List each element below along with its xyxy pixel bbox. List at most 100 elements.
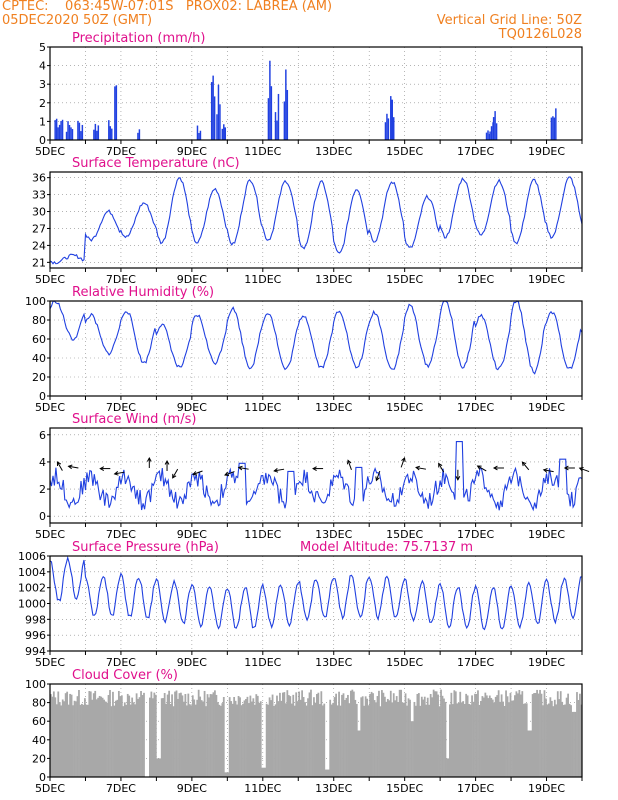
cloud-bar bbox=[386, 698, 389, 777]
cloud-bar bbox=[463, 703, 466, 777]
cloud-bar bbox=[113, 705, 116, 777]
wind-arrow-head bbox=[172, 473, 177, 479]
cloud-bar bbox=[478, 704, 481, 777]
precip-bar bbox=[223, 124, 225, 140]
x-tick-label: 19DEC bbox=[528, 656, 565, 669]
cloud-bar bbox=[225, 772, 228, 777]
cloud-bar bbox=[459, 691, 462, 777]
cloud-bar bbox=[358, 730, 361, 777]
cloud-bar bbox=[191, 695, 194, 777]
cloud-bar bbox=[354, 699, 357, 777]
cloud-bar bbox=[242, 703, 244, 777]
x-tick-label: 9DEC bbox=[177, 273, 207, 286]
cloud-bar bbox=[79, 704, 82, 777]
cloud-bar bbox=[57, 691, 60, 777]
y-tick-label: 4 bbox=[39, 60, 46, 73]
cloud-bar bbox=[216, 702, 219, 777]
cloud-bar bbox=[308, 692, 311, 777]
cloud-bar bbox=[125, 704, 128, 777]
cloud-bar bbox=[292, 694, 295, 777]
precip-bar bbox=[221, 128, 224, 140]
cloud-bar bbox=[181, 695, 184, 777]
cloud-bar bbox=[50, 694, 52, 777]
cloud-bar bbox=[512, 700, 515, 777]
cloud-bar bbox=[474, 693, 476, 777]
cloud-bar bbox=[431, 697, 434, 777]
precip-bar bbox=[274, 112, 277, 140]
cloud-bar bbox=[78, 689, 80, 777]
cloud-bar bbox=[248, 703, 250, 777]
cloud-bar bbox=[86, 704, 89, 777]
cloud-bar bbox=[528, 730, 531, 777]
cloud-bar bbox=[534, 692, 537, 777]
cloud-bar bbox=[540, 693, 543, 777]
precip-bar bbox=[97, 125, 100, 140]
panel-frame bbox=[49, 300, 583, 397]
cloud-bar bbox=[522, 703, 525, 777]
y-tick-label: 40 bbox=[32, 734, 46, 747]
x-tick-label: 9DEC bbox=[177, 145, 207, 158]
precip-bar bbox=[78, 122, 81, 140]
y-tick-label: 33 bbox=[32, 189, 46, 202]
cloud-bar bbox=[237, 695, 240, 777]
precip-bar bbox=[552, 116, 554, 140]
cloud-bar bbox=[516, 693, 519, 777]
cloud-bar bbox=[85, 704, 88, 777]
cloud-bar bbox=[115, 700, 117, 777]
x-tick-label: 9DEC bbox=[177, 401, 207, 414]
wind-arrow-head bbox=[542, 468, 548, 473]
cloud-bar bbox=[98, 695, 101, 777]
wind-arrow-head bbox=[438, 462, 443, 468]
cloud-bar bbox=[349, 690, 352, 777]
cloud-bar bbox=[324, 769, 327, 777]
x-tick-label: 15DEC bbox=[386, 782, 423, 795]
cloud-bar bbox=[379, 706, 382, 777]
precip-bar bbox=[199, 130, 202, 140]
precip-bar bbox=[390, 96, 392, 140]
cloud-bar bbox=[293, 705, 296, 777]
cloud-bar bbox=[286, 690, 289, 777]
y-tick-label: 994 bbox=[25, 645, 46, 658]
cloud-bar bbox=[553, 699, 556, 777]
cloud-bar bbox=[539, 689, 541, 777]
cloud-bar bbox=[511, 700, 513, 777]
cloud-bar bbox=[400, 689, 403, 777]
wind-arrow-head bbox=[164, 459, 170, 465]
cloud-bar bbox=[267, 704, 270, 777]
wind-arrow-head bbox=[455, 476, 461, 481]
wind-arrow-head bbox=[146, 456, 152, 462]
cloud-bar bbox=[579, 693, 581, 777]
precip-bar bbox=[137, 132, 139, 140]
cloud-bar bbox=[494, 696, 497, 777]
precip-bar bbox=[213, 96, 216, 140]
cloud-bar bbox=[97, 697, 100, 777]
cloud-bar bbox=[112, 691, 114, 777]
cloud-bar bbox=[364, 696, 367, 777]
cloud-bar bbox=[252, 698, 255, 777]
cloud-bar bbox=[373, 700, 376, 777]
cloud-bar bbox=[274, 704, 277, 777]
x-tick-label: 5DEC bbox=[35, 656, 65, 669]
cloud-bar bbox=[357, 730, 360, 777]
cloud-bar bbox=[307, 698, 309, 777]
precip-bar bbox=[58, 124, 61, 140]
cloud-bar bbox=[407, 698, 410, 777]
cloud-bar bbox=[514, 695, 516, 777]
cloud-bar bbox=[419, 705, 422, 777]
cloud-bar bbox=[438, 706, 441, 777]
cloud-bar bbox=[95, 699, 98, 777]
cloud-bar bbox=[341, 694, 343, 777]
cloud-bar bbox=[150, 691, 153, 777]
cloud-bar bbox=[435, 691, 438, 777]
cloud-bar bbox=[550, 700, 553, 777]
wind-arrow-head bbox=[521, 461, 527, 467]
cloud-bar bbox=[381, 690, 383, 777]
cloud-bar bbox=[537, 693, 540, 777]
cloud-bar bbox=[197, 689, 200, 777]
cloud-bar bbox=[184, 693, 187, 777]
precip-bar bbox=[109, 126, 112, 140]
cloud-bar bbox=[496, 695, 499, 777]
precip-bar bbox=[485, 132, 488, 140]
cloud-bar bbox=[409, 699, 411, 777]
